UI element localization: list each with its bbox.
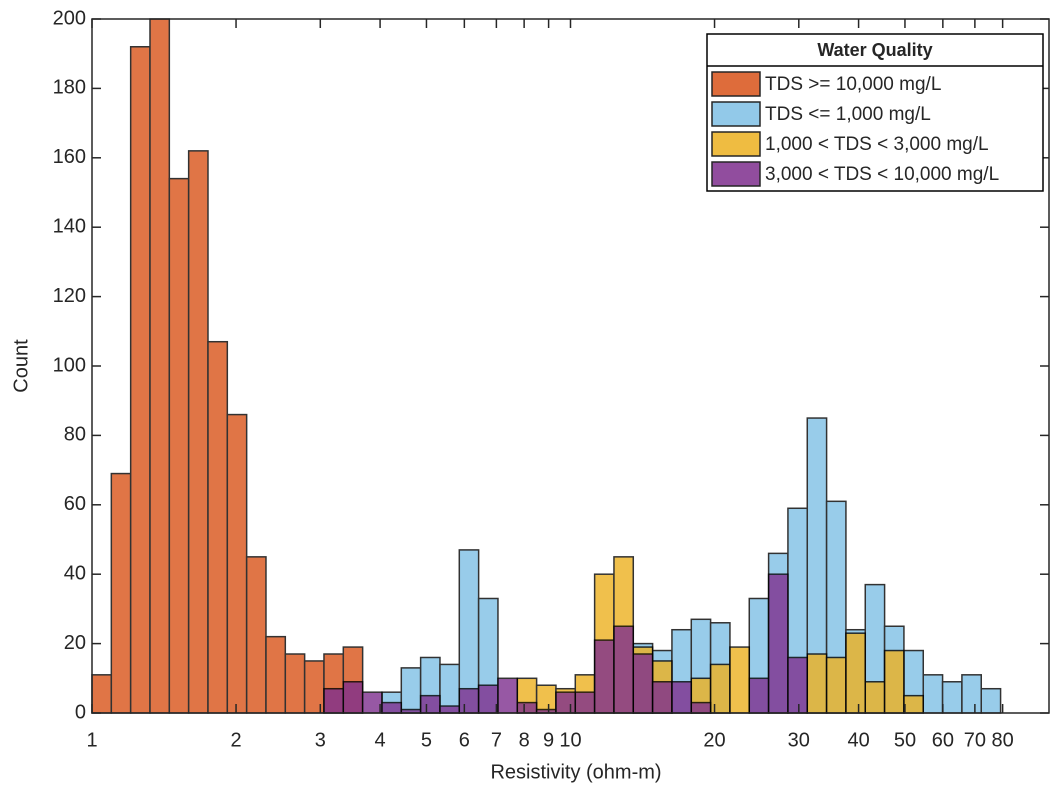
- y-tick-label: 180: [53, 77, 86, 99]
- bar: [226, 413, 248, 714]
- x-tick-label: 40: [847, 729, 869, 751]
- y-tick-label: 140: [53, 215, 86, 237]
- y-tick-label: 60: [64, 493, 86, 515]
- y-tick-label: 80: [64, 424, 86, 446]
- x-tick-label: 70: [964, 729, 986, 751]
- y-tick-label: 120: [53, 285, 86, 307]
- x-tick-label: 20: [703, 729, 725, 751]
- x-tick-label: 30: [788, 729, 810, 751]
- x-tick-label: 4: [375, 729, 386, 751]
- x-tick-label: 80: [992, 729, 1014, 751]
- bar: [245, 556, 267, 714]
- legend-title: Water Quality: [817, 40, 932, 60]
- legend-swatch: [711, 71, 761, 97]
- bar: [941, 681, 963, 714]
- y-axis-label: Count: [10, 339, 32, 393]
- bar: [187, 150, 209, 714]
- legend-label: 3,000 < TDS < 10,000 mg/L: [765, 164, 999, 185]
- bar: [110, 472, 132, 714]
- bar: [439, 705, 461, 714]
- bar: [690, 701, 712, 714]
- legend-label: 1,000 < TDS < 3,000 mg/L: [765, 134, 989, 155]
- bar: [651, 681, 673, 714]
- y-tick-label: 40: [64, 562, 86, 584]
- y-tick-label: 0: [75, 701, 86, 723]
- bar: [767, 573, 789, 714]
- x-tick-label: 6: [459, 729, 470, 751]
- bar: [883, 649, 905, 714]
- bar: [265, 635, 287, 714]
- series: [91, 18, 364, 714]
- y-tick-label: 200: [53, 7, 86, 29]
- bar: [903, 694, 925, 714]
- x-tick-label: 1: [86, 729, 97, 751]
- bar: [593, 639, 615, 714]
- bar: [361, 691, 383, 714]
- bar: [342, 681, 364, 714]
- bar: [168, 177, 190, 714]
- x-axis-label: Resistivity (ohm-m): [490, 761, 661, 783]
- legend-box: [706, 33, 1044, 192]
- bar: [207, 340, 229, 714]
- bar: [400, 667, 422, 714]
- bar: [806, 653, 828, 714]
- bar: [381, 701, 403, 714]
- bar: [961, 674, 982, 714]
- bar: [632, 653, 654, 714]
- bar: [709, 663, 731, 714]
- bar: [845, 632, 867, 714]
- bar: [458, 687, 480, 714]
- x-tick-label: 7: [491, 729, 502, 751]
- legend-label: TDS <= 1,000 mg/L: [765, 104, 931, 125]
- bar: [497, 677, 519, 714]
- x-tick-label: 8: [519, 729, 530, 751]
- bar: [671, 681, 693, 714]
- legend-swatch: [711, 161, 761, 187]
- x-tick-label: 5: [421, 729, 432, 751]
- legend: Water Quality TDS >= 10,000 mg/L TDS <= 1,…: [706, 33, 1044, 192]
- x-tick-label: 10: [559, 729, 581, 751]
- y-tick-label: 20: [64, 632, 86, 654]
- bar: [922, 674, 944, 714]
- bar: [574, 691, 596, 714]
- bar: [284, 653, 306, 714]
- series: [323, 573, 809, 714]
- bar: [129, 46, 151, 714]
- bar: [787, 656, 809, 714]
- bar: [323, 687, 345, 714]
- bar: [980, 687, 1002, 714]
- legend-swatch: [711, 131, 761, 157]
- bar: [149, 18, 171, 714]
- x-tick-label: 60: [932, 729, 954, 751]
- x-tick-label: 2: [230, 729, 241, 751]
- y-tick-label: 100: [53, 354, 86, 376]
- bar: [91, 674, 113, 714]
- x-tick-label: 9: [543, 729, 554, 751]
- x-tick-label: 50: [894, 729, 916, 751]
- x-tick-label: 3: [315, 729, 326, 751]
- bar: [748, 677, 770, 714]
- y-tick-label: 160: [53, 146, 86, 168]
- bar: [613, 625, 635, 714]
- bar: [419, 694, 441, 714]
- bar: [516, 701, 538, 714]
- bar: [825, 656, 847, 714]
- legend-swatch: [711, 101, 761, 127]
- bar: [729, 646, 751, 714]
- bar: [864, 681, 886, 714]
- bar: [555, 691, 577, 714]
- legend-label: TDS >= 10,000 mg/L: [765, 74, 941, 95]
- series: [381, 417, 1002, 714]
- bar: [477, 684, 499, 714]
- bar: [303, 660, 325, 714]
